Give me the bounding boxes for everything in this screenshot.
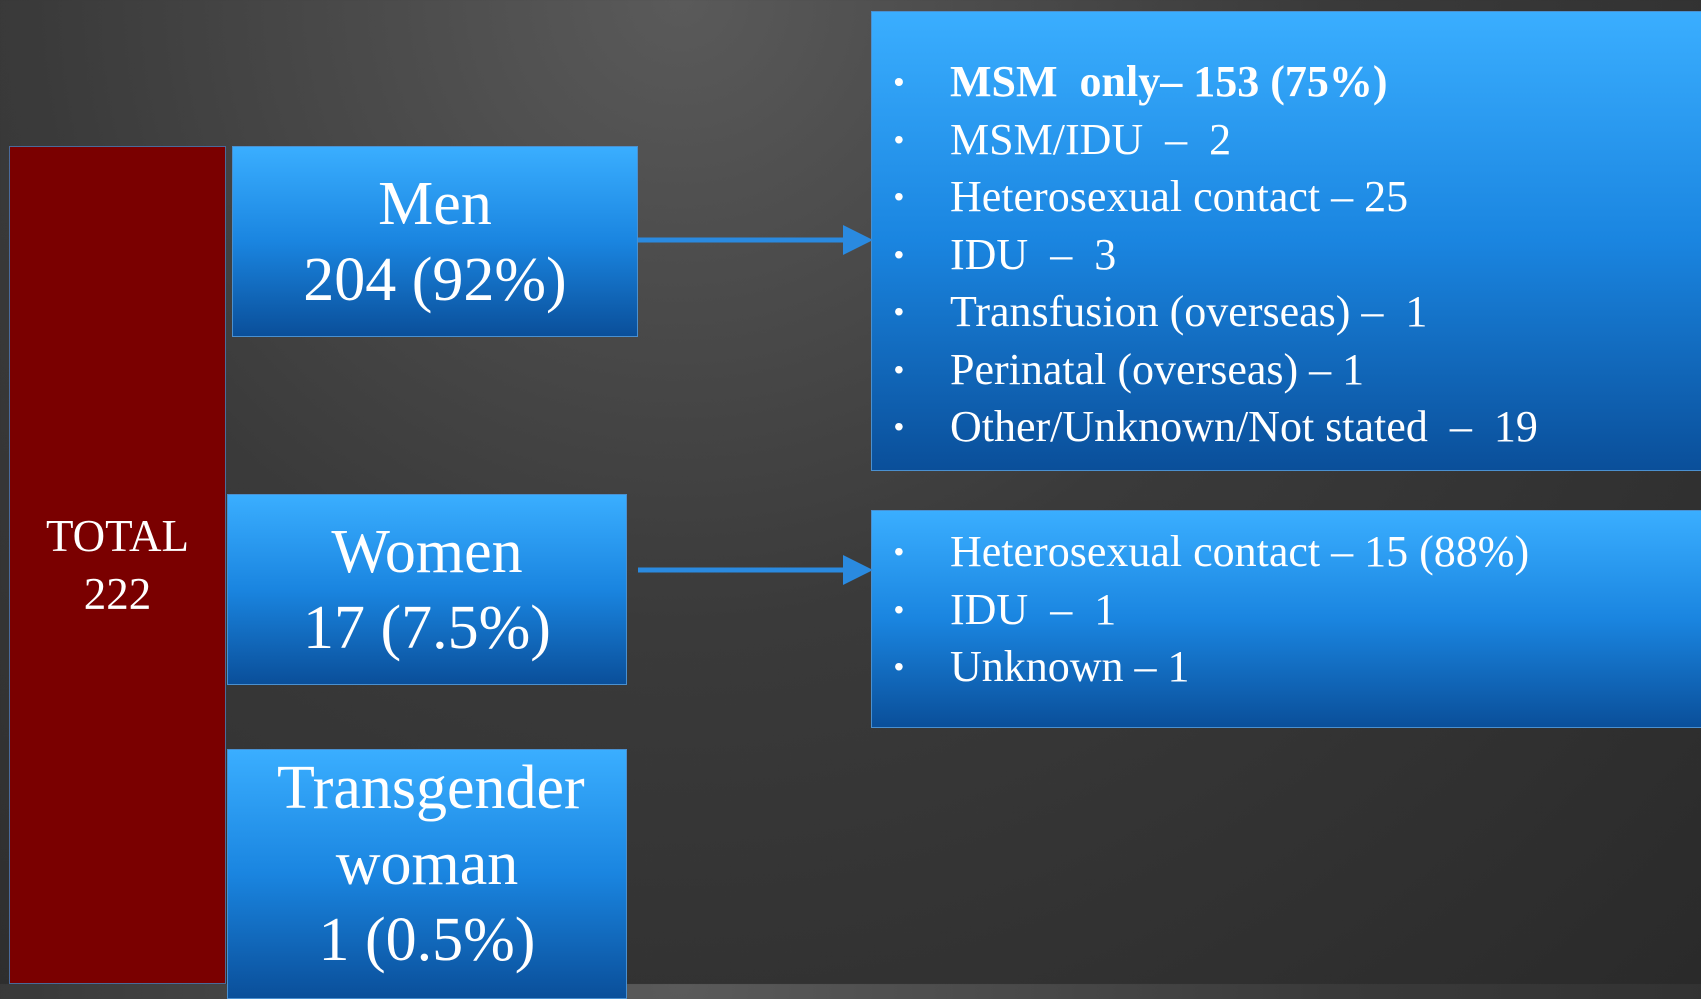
women-breakdown-list: Heterosexual contact – 15 (88%)IDU – 1Un… xyxy=(872,523,1701,696)
men-breakdown-list: MSM only– 153 (75%)MSM/IDU – 2Heterosexu… xyxy=(872,53,1701,456)
list-item: Other/Unknown/Not stated – 19 xyxy=(894,398,1701,456)
list-item: Unknown – 1 xyxy=(894,638,1701,696)
list-item: Heterosexual contact – 25 xyxy=(894,168,1701,226)
total-value: 222 xyxy=(83,569,152,619)
total-label: TOTAL xyxy=(45,511,190,561)
group-name: Women xyxy=(331,517,523,586)
men-box: Men 204 (92%) xyxy=(232,146,638,337)
list-item: Heterosexual contact – 15 (88%) xyxy=(894,523,1701,581)
group-count: 1 (0.5%) xyxy=(318,906,536,974)
list-item: MSM/IDU – 2 xyxy=(894,111,1701,169)
total-box: TOTAL 222 xyxy=(9,146,226,984)
group-name: Men xyxy=(378,169,492,238)
list-item: Perinatal (overseas) – 1 xyxy=(894,341,1701,399)
transgender-box: Transgender woman 1 (0.5%) xyxy=(227,749,627,999)
group-count: 17 (7.5%) xyxy=(303,593,551,662)
group-count: 204 (92%) xyxy=(303,245,567,314)
list-item: IDU – 1 xyxy=(894,581,1701,639)
women-box: Women 17 (7.5%) xyxy=(227,494,627,685)
group-name: Transgender woman xyxy=(277,754,585,898)
list-item: IDU – 3 xyxy=(894,226,1701,284)
women-breakdown-box: Heterosexual contact – 15 (88%)IDU – 1Un… xyxy=(871,510,1701,728)
men-breakdown-box: MSM only– 153 (75%)MSM/IDU – 2Heterosexu… xyxy=(871,11,1701,471)
list-item: MSM only– 153 (75%) xyxy=(894,53,1701,111)
list-item: Transfusion (overseas) – 1 xyxy=(894,283,1701,341)
